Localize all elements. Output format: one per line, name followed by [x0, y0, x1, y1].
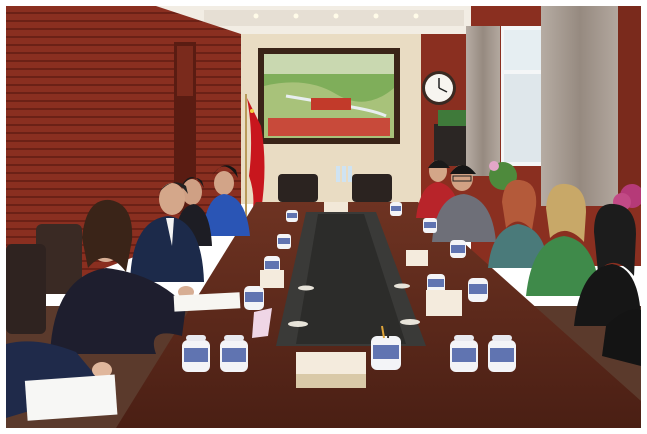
national-flag	[245, 94, 265, 221]
ceiling	[156, 6, 516, 34]
coasters	[288, 283, 420, 327]
person-left-1	[202, 165, 250, 236]
person-left-3	[130, 182, 204, 282]
tissue-boxes	[260, 250, 462, 388]
person-right-5	[574, 203, 641, 326]
meeting-photo	[6, 6, 641, 428]
person-right-3	[488, 179, 548, 268]
person-foreground-right	[602, 309, 641, 366]
mugs-left	[182, 210, 298, 372]
back-chairs	[278, 174, 392, 202]
wall-clock	[422, 71, 456, 105]
person-foreground-left	[6, 341, 118, 421]
wall-painting	[258, 48, 400, 144]
papers	[173, 292, 272, 338]
left-chairs	[6, 224, 82, 334]
person-left-4	[50, 199, 194, 354]
person-right-2	[432, 165, 496, 242]
person-right-4	[526, 183, 600, 296]
mugs-right	[371, 202, 516, 372]
water-bottles	[336, 166, 352, 182]
